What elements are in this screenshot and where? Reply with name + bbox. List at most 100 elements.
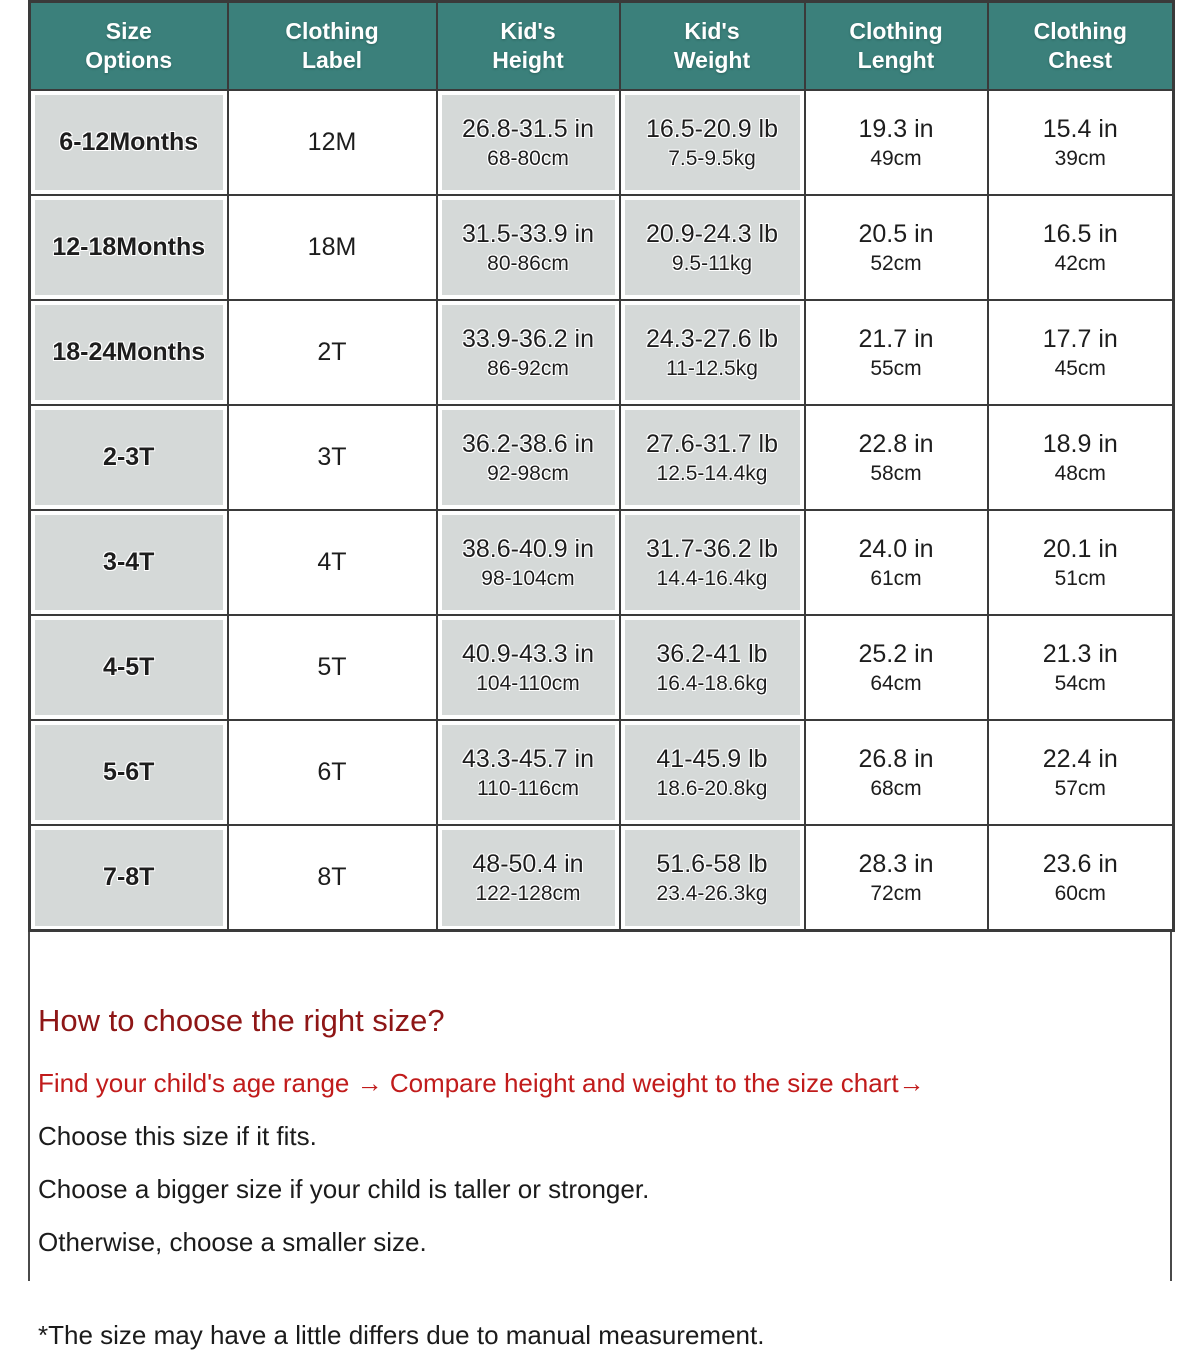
table-row: 2-3T 3T 36.2-38.6 in 92-98cm 27.6-31.7 lb…: [28, 404, 1175, 511]
height-in: 48-50.4 in: [472, 849, 584, 878]
weight-kg: 11-12.5kg: [666, 356, 758, 380]
chest-cm: 45cm: [1054, 356, 1106, 380]
weight-lb: 24.3-27.6 lb: [645, 324, 779, 353]
weight-kg: 16.4-18.6kg: [656, 671, 768, 695]
length-in: 26.8 in: [858, 744, 934, 773]
height-in: 38.6-40.9 in: [461, 534, 595, 563]
height-cm: 98-104cm: [481, 566, 575, 590]
height-in: 31.5-33.9 in: [461, 219, 595, 248]
cell-length: 22.8 in 58cm: [803, 404, 989, 511]
height-in: 43.3-45.7 in: [461, 744, 595, 773]
length-cm: 49cm: [870, 146, 922, 170]
cell-weight: 16.5-20.9 lb 7.5-9.5kg: [618, 89, 806, 196]
chest-cm: 57cm: [1054, 776, 1106, 800]
weight-lb: 31.7-36.2 lb: [645, 534, 779, 563]
cell-size: 5-6T: [28, 719, 229, 826]
cell-weight: 41-45.9 lb 18.6-20.8kg: [618, 719, 806, 826]
cell-size: 6-12Months: [28, 89, 229, 196]
size-chart-sheet: Size Options Clothing Label Kid's Height…: [28, 0, 1175, 1350]
label-value: 2T: [317, 338, 347, 366]
weight-kg: 9.5-11kg: [671, 251, 753, 275]
cell-height: 31.5-33.9 in 80-86cm: [435, 194, 621, 301]
cell-weight: 36.2-41 lb 16.4-18.6kg: [618, 614, 806, 721]
weight-lb: 36.2-41 lb: [656, 639, 768, 668]
header-clothing-chest: Clothing Chest: [986, 0, 1175, 91]
cell-height: 48-50.4 in 122-128cm: [435, 824, 621, 932]
table-row: 18-24Months 2T 33.9-36.2 in 86-92cm 24.3-…: [28, 299, 1175, 406]
weight-lb: 51.6-58 lb: [656, 849, 768, 878]
footer-tip-1: Choose this size if it fits.: [38, 1121, 317, 1151]
cell-label: 2T: [226, 299, 438, 406]
label-value: 3T: [317, 443, 347, 471]
header-size-options: Size Options: [28, 0, 229, 91]
length-cm: 55cm: [870, 356, 922, 380]
header-row: Size Options Clothing Label Kid's Height…: [28, 0, 1175, 91]
table-row: 7-8T 8T 48-50.4 in 122-128cm 51.6-58 lb 23…: [28, 824, 1175, 932]
chest-in: 16.5 in: [1042, 219, 1118, 248]
label-value: 12M: [307, 128, 357, 156]
length-cm: 68cm: [870, 776, 922, 800]
size-value: 3-4T: [103, 548, 155, 576]
label-value: 18M: [307, 233, 357, 261]
length-in: 22.8 in: [858, 429, 934, 458]
cell-size: 2-3T: [28, 404, 229, 511]
height-cm: 110-116cm: [477, 776, 579, 800]
cell-chest: 21.3 in 54cm: [986, 614, 1175, 721]
chest-in: 21.3 in: [1042, 639, 1118, 668]
cell-size: 3-4T: [28, 509, 229, 616]
label-value: 8T: [317, 863, 347, 891]
height-cm: 68-80cm: [487, 146, 569, 170]
height-in: 40.9-43.3 in: [461, 639, 595, 668]
cell-label: 4T: [226, 509, 438, 616]
cell-height: 38.6-40.9 in 98-104cm: [435, 509, 621, 616]
header-kids-height: Kid's Height: [435, 0, 621, 91]
cell-size: 7-8T: [28, 824, 229, 932]
weight-kg: 14.4-16.4kg: [656, 566, 768, 590]
cell-length: 26.8 in 68cm: [803, 719, 989, 826]
cell-chest: 16.5 in 42cm: [986, 194, 1175, 301]
cell-height: 43.3-45.7 in 110-116cm: [435, 719, 621, 826]
chest-cm: 60cm: [1054, 881, 1106, 905]
chest-cm: 42cm: [1054, 251, 1106, 275]
cell-chest: 23.6 in 60cm: [986, 824, 1175, 932]
chest-cm: 39cm: [1054, 146, 1106, 170]
length-cm: 52cm: [870, 251, 922, 275]
cell-length: 21.7 in 55cm: [803, 299, 989, 406]
size-value: 2-3T: [103, 443, 155, 471]
header-clothing-label: Clothing Label: [226, 0, 438, 91]
cell-length: 25.2 in 64cm: [803, 614, 989, 721]
cell-height: 36.2-38.6 in 92-98cm: [435, 404, 621, 511]
cell-weight: 27.6-31.7 lb 12.5-14.4kg: [618, 404, 806, 511]
table-row: 6-12Months 12M 26.8-31.5 in 68-80cm 16.5-…: [28, 89, 1175, 196]
table-row: 4-5T 5T 40.9-43.3 in 104-110cm 36.2-41 lb…: [28, 614, 1175, 721]
length-cm: 61cm: [870, 566, 922, 590]
cell-chest: 15.4 in 39cm: [986, 89, 1175, 196]
cell-weight: 20.9-24.3 lb 9.5-11kg: [618, 194, 806, 301]
length-cm: 58cm: [870, 461, 922, 485]
weight-lb: 16.5-20.9 lb: [645, 114, 779, 143]
cell-label: 12M: [226, 89, 438, 196]
cell-height: 40.9-43.3 in 104-110cm: [435, 614, 621, 721]
chest-cm: 54cm: [1054, 671, 1106, 695]
length-in: 20.5 in: [858, 219, 934, 248]
cell-chest: 22.4 in 57cm: [986, 719, 1175, 826]
size-value: 12-18Months: [52, 233, 206, 261]
cell-chest: 17.7 in 45cm: [986, 299, 1175, 406]
height-in: 26.8-31.5 in: [461, 114, 595, 143]
height-cm: 92-98cm: [487, 461, 569, 485]
height-in: 36.2-38.6 in: [461, 429, 595, 458]
size-value: 6-12Months: [59, 128, 199, 156]
size-value: 5-6T: [103, 758, 155, 786]
footer-notes: How to choose the right size? Find your …: [28, 932, 1172, 1350]
length-in: 24.0 in: [858, 534, 934, 563]
label-value: 6T: [317, 758, 347, 786]
size-chart-table: Size Options Clothing Label Kid's Height…: [28, 0, 1175, 932]
cell-chest: 20.1 in 51cm: [986, 509, 1175, 616]
height-in: 33.9-36.2 in: [461, 324, 595, 353]
length-cm: 64cm: [870, 671, 922, 695]
cell-length: 20.5 in 52cm: [803, 194, 989, 301]
table-row: 5-6T 6T 43.3-45.7 in 110-116cm 41-45.9 lb…: [28, 719, 1175, 826]
length-in: 21.7 in: [858, 324, 934, 353]
weight-kg: 12.5-14.4kg: [656, 461, 768, 485]
table-row: 3-4T 4T 38.6-40.9 in 98-104cm 31.7-36.2 l…: [28, 509, 1175, 616]
